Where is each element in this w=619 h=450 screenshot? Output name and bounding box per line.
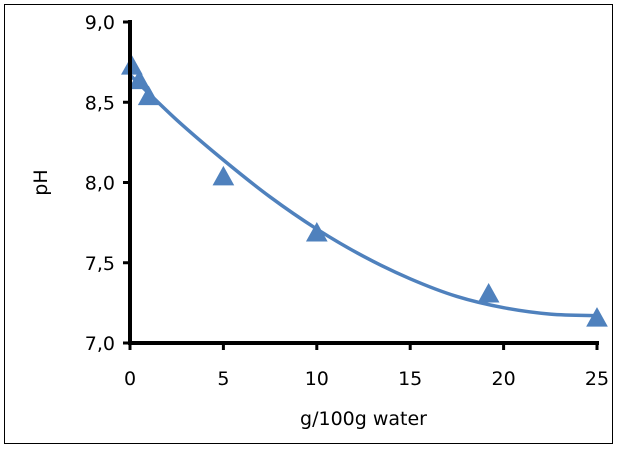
markers-layer <box>121 55 608 327</box>
x-tick-label: 0 <box>124 368 136 390</box>
x-tick-label: 10 <box>305 368 329 390</box>
trendline <box>128 73 599 318</box>
chart-svg: 7,0 7,5 8,0 8,5 9,0 0 5 10 15 20 25 g/100g water pH <box>30 12 609 430</box>
y-tick-label: 8,0 <box>85 173 115 195</box>
data-point-marker <box>305 222 328 242</box>
x-tick-label: 15 <box>398 368 422 390</box>
data-point-marker <box>477 283 500 303</box>
data-point-marker <box>586 307 608 327</box>
y-axis-title: pH <box>30 169 52 195</box>
y-tick-label: 7,0 <box>85 333 115 355</box>
x-axis-title: g/100g water <box>300 408 427 430</box>
trendline-layer <box>128 73 599 318</box>
y-tick-label: 9,0 <box>85 12 115 34</box>
data-point-marker <box>137 85 160 106</box>
x-tick-label: 20 <box>492 368 516 390</box>
y-tick-label: 8,5 <box>85 92 115 114</box>
x-tick-label: 5 <box>217 368 229 390</box>
labels-layer: 7,0 7,5 8,0 8,5 9,0 0 5 10 15 20 25 g/100g water pH <box>30 12 609 430</box>
x-tick-label: 25 <box>585 368 609 390</box>
axes-layer <box>123 20 599 350</box>
data-point-marker <box>212 165 235 186</box>
y-tick-label: 7,5 <box>85 253 115 275</box>
chart-frame: 7,0 7,5 8,0 8,5 9,0 0 5 10 15 20 25 g/100g water pH <box>4 4 613 444</box>
data-point-marker <box>128 69 151 90</box>
